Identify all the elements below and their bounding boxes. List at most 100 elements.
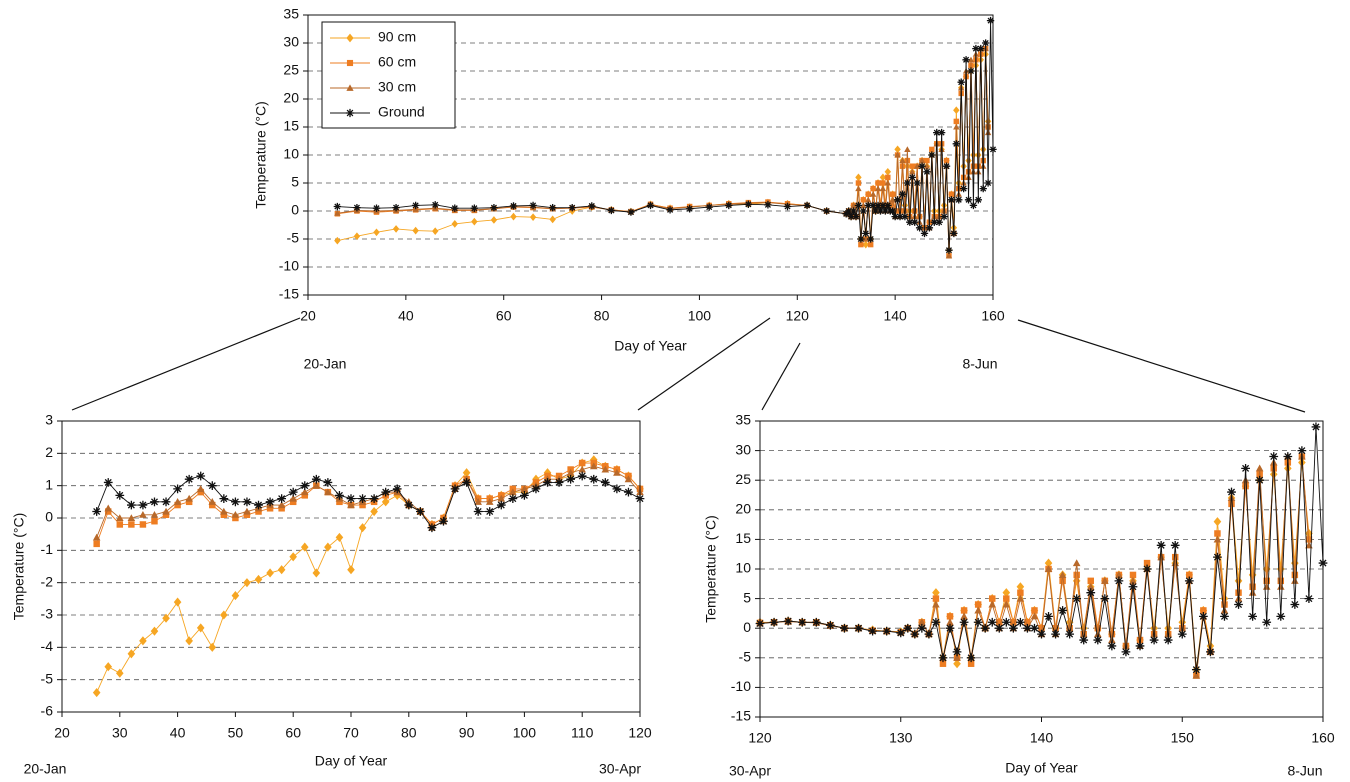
marker-asterisk bbox=[797, 617, 807, 627]
marker-square bbox=[924, 157, 930, 164]
marker-asterisk bbox=[1227, 487, 1236, 497]
marker-triangle bbox=[162, 507, 170, 515]
marker-diamond bbox=[347, 565, 355, 575]
marker-triangle bbox=[1122, 642, 1130, 649]
marker-triangle bbox=[865, 196, 872, 203]
y-tick-label: 15 bbox=[283, 118, 299, 134]
marker-diamond bbox=[490, 216, 498, 224]
marker-diamond bbox=[1262, 564, 1271, 574]
marker-diamond bbox=[92, 688, 101, 698]
marker-asterisk bbox=[92, 507, 102, 516]
marker-asterisk bbox=[901, 212, 909, 221]
marker-asterisk bbox=[490, 203, 498, 212]
marker-diamond bbox=[116, 668, 124, 678]
marker-asterisk bbox=[685, 205, 694, 213]
marker-asterisk bbox=[986, 16, 995, 25]
marker-triangle bbox=[173, 498, 182, 505]
y-tick-label: 20 bbox=[735, 501, 751, 517]
marker-square bbox=[860, 197, 867, 203]
marker-asterisk bbox=[184, 474, 194, 484]
marker-asterisk bbox=[955, 196, 963, 204]
marker-square bbox=[1010, 619, 1017, 626]
y-tick-label: 0 bbox=[743, 619, 751, 635]
marker-square bbox=[858, 241, 864, 248]
x-tick-label: 90 bbox=[459, 725, 475, 741]
marker-asterisk bbox=[333, 202, 342, 211]
marker-diamond bbox=[432, 227, 439, 235]
marker-triangle bbox=[889, 196, 896, 203]
marker-asterisk bbox=[928, 151, 936, 159]
marker-asterisk bbox=[930, 218, 938, 226]
x-tick-label: 60 bbox=[496, 308, 512, 324]
marker-triangle bbox=[116, 514, 124, 522]
marker-triangle bbox=[150, 510, 159, 518]
marker-asterisk bbox=[1283, 452, 1293, 461]
marker-triangle bbox=[185, 494, 193, 502]
marker-triangle bbox=[1255, 464, 1264, 472]
marker-asterisk bbox=[952, 140, 960, 148]
y-axis-title: Temperature (°C) bbox=[253, 101, 269, 209]
marker-triangle bbox=[909, 168, 916, 175]
marker-square bbox=[578, 459, 586, 467]
marker-asterisk bbox=[783, 616, 793, 626]
marker-diamond bbox=[254, 574, 263, 584]
marker-asterisk bbox=[1234, 600, 1243, 609]
marker-asterisk bbox=[150, 497, 159, 507]
marker-asterisk bbox=[439, 516, 448, 526]
marker-asterisk bbox=[967, 67, 975, 75]
y-tick-label: 0 bbox=[45, 509, 53, 525]
marker-diamond bbox=[104, 662, 113, 672]
marker-asterisk bbox=[607, 206, 616, 215]
marker-asterisk bbox=[612, 484, 622, 494]
marker-triangle bbox=[894, 151, 901, 158]
marker-asterisk bbox=[811, 617, 821, 627]
marker-diamond bbox=[1305, 528, 1313, 539]
marker-asterisk bbox=[473, 507, 483, 516]
marker-triangle bbox=[988, 600, 997, 608]
marker-square bbox=[967, 660, 975, 667]
marker-square bbox=[1003, 595, 1010, 602]
marker-triangle bbox=[984, 129, 992, 136]
marker-square bbox=[1017, 589, 1024, 596]
x-tick-label: 120 bbox=[748, 730, 772, 746]
marker-triangle bbox=[497, 494, 506, 502]
marker-asterisk bbox=[1184, 576, 1194, 586]
y-tick-label: 25 bbox=[735, 471, 751, 487]
marker-diamond bbox=[884, 167, 892, 176]
marker-asterisk bbox=[277, 494, 287, 503]
marker-triangle bbox=[324, 488, 332, 496]
marker-asterisk bbox=[485, 507, 495, 516]
marker-asterisk bbox=[918, 162, 926, 170]
marker-asterisk bbox=[884, 201, 892, 210]
marker-asterisk bbox=[588, 202, 596, 210]
marker-asterisk bbox=[451, 204, 459, 212]
marker-asterisk bbox=[945, 246, 953, 254]
marker-square bbox=[939, 660, 947, 667]
x-tick-label: 80 bbox=[594, 308, 610, 324]
marker-asterisk bbox=[917, 623, 927, 633]
marker-asterisk bbox=[543, 478, 552, 487]
y-tick-label: -5 bbox=[41, 670, 54, 686]
marker-triangle bbox=[1030, 612, 1039, 620]
marker-asterisk bbox=[1037, 629, 1046, 639]
marker-asterisk bbox=[1107, 641, 1117, 651]
marker-square bbox=[255, 508, 262, 515]
marker-asterisk bbox=[311, 474, 321, 484]
y-tick-label: 30 bbox=[283, 34, 299, 50]
x-tick-label: 60 bbox=[285, 725, 301, 741]
marker-triangle bbox=[1129, 577, 1137, 584]
legend-label: Ground bbox=[378, 104, 425, 120]
marker-square bbox=[174, 501, 181, 509]
marker-asterisk bbox=[933, 128, 941, 137]
marker-diamond bbox=[1016, 582, 1025, 592]
marker-asterisk bbox=[548, 203, 557, 212]
marker-asterisk bbox=[1269, 452, 1279, 461]
y-tick-label: -5 bbox=[739, 649, 752, 665]
marker-diamond bbox=[127, 649, 136, 659]
marker-asterisk bbox=[959, 617, 969, 627]
marker-square bbox=[1200, 607, 1207, 614]
marker-triangle bbox=[860, 202, 867, 208]
marker-asterisk bbox=[1163, 635, 1173, 645]
end-date-label: 30-Apr bbox=[599, 761, 641, 777]
